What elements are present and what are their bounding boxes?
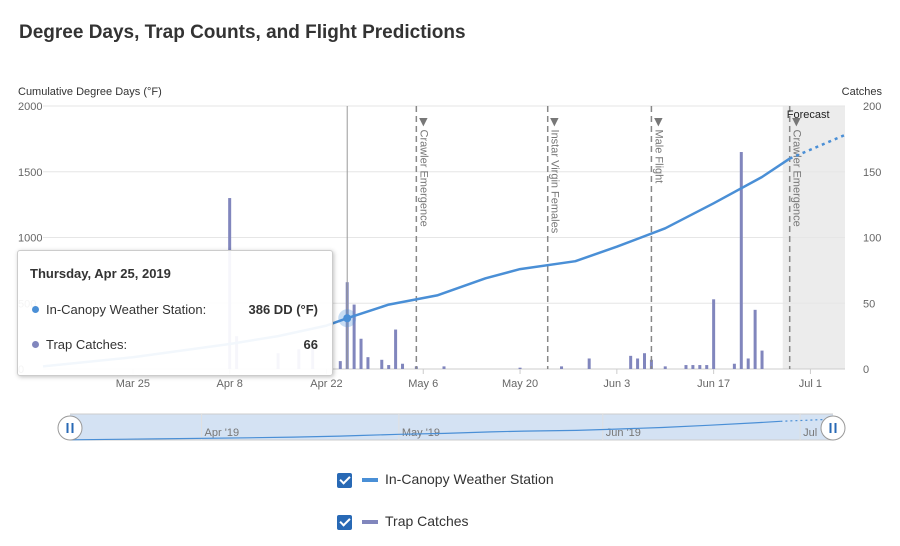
legend-swatch-line — [362, 478, 378, 483]
bar — [691, 365, 695, 369]
bar — [753, 309, 757, 369]
legend-checkbox-weather-station[interactable] — [337, 472, 352, 488]
navigator-label: Apr '19 — [205, 427, 240, 439]
left-tick-label: 2000 — [18, 101, 42, 113]
bar — [732, 363, 736, 369]
bar — [629, 355, 633, 369]
bar — [338, 361, 342, 369]
right-tick-label: 200 — [863, 101, 881, 113]
legend-checkbox-trap-catches[interactable] — [337, 514, 352, 530]
bar — [746, 358, 750, 369]
bar — [587, 358, 591, 369]
right-tick-label: 150 — [863, 167, 881, 179]
prediction-label: ▶ Instar Virgin Females — [549, 118, 561, 234]
x-tick-label: Jun 17 — [697, 378, 730, 390]
bar — [394, 329, 398, 369]
legend-label-weather-station: In-Canopy Weather Station — [385, 471, 554, 487]
right-tick-label: 50 — [863, 298, 875, 310]
x-tick-label: May 20 — [502, 378, 538, 390]
tooltip-catches-name: Trap Catches: — [46, 337, 128, 352]
forecast-label: Forecast — [787, 109, 830, 121]
left-tick-label: 1500 — [18, 167, 42, 179]
bar — [705, 365, 709, 369]
legend-swatch-bar — [362, 520, 378, 525]
right-axis-title: Catches — [842, 86, 883, 98]
navigator-selection — [70, 414, 833, 440]
prediction-label: ▶ Male Flight — [652, 118, 664, 183]
legend-label-trap-catches: Trap Catches — [385, 513, 469, 529]
bar — [663, 366, 667, 369]
prediction-label: ▶ Crawler Emergence — [417, 118, 429, 227]
bar — [560, 366, 564, 369]
x-tick-label: Mar 25 — [116, 378, 150, 390]
right-tick-label: 100 — [863, 233, 881, 245]
x-tick-label: May 6 — [408, 378, 438, 390]
bar — [649, 359, 653, 369]
handle-circle[interactable] — [57, 415, 83, 441]
navigator-label: May '19 — [402, 427, 440, 439]
bar — [636, 358, 640, 369]
tooltip-row-dd: In-Canopy Weather Station: 386 DD (°F) — [32, 302, 318, 322]
left-tick-label: 1000 — [18, 233, 42, 245]
tooltip-row-catches: Trap Catches: 66 — [32, 337, 318, 357]
bar — [643, 353, 646, 369]
x-tick-label: Jun 3 — [603, 378, 630, 390]
x-tick-label: Jul 1 — [799, 378, 822, 390]
legend-item-weather-station[interactable]: In-Canopy Weather Station — [337, 471, 554, 491]
prediction-label: ▶ Crawler Emergence — [791, 118, 803, 227]
navigator-handle-right[interactable] — [820, 415, 846, 441]
handle-circle[interactable] — [820, 415, 846, 441]
bar — [684, 365, 688, 369]
bar — [760, 350, 764, 369]
x-tick-label: Apr 22 — [310, 378, 342, 390]
left-axis-title: Cumulative Degree Days (°F) — [18, 86, 162, 98]
navigator-forecast-series — [780, 418, 834, 422]
tooltip-catches-dot — [32, 341, 39, 348]
tooltip-dd-value: 386 DD (°F) — [248, 302, 319, 317]
navigator-series — [69, 420, 781, 441]
hover-marker — [343, 314, 352, 323]
bar — [712, 299, 716, 369]
tooltip: Thursday, Apr 25, 2019 In-Canopy Weather… — [17, 250, 333, 376]
right-tick-label: 0 — [863, 364, 869, 376]
bar — [387, 365, 391, 369]
navigator-label: Jun '19 — [606, 427, 641, 439]
bar — [739, 152, 743, 369]
chart-title: Degree Days, Trap Counts, and Flight Pre… — [19, 22, 466, 43]
bar — [698, 365, 702, 369]
bar — [518, 367, 522, 369]
tooltip-dd-dot — [32, 306, 39, 313]
tooltip-date: Thursday, Apr 25, 2019 — [30, 266, 171, 281]
bar — [401, 363, 405, 369]
bar — [380, 359, 384, 369]
dd-forecast-line — [789, 133, 846, 160]
bar — [366, 357, 370, 369]
legend-item-trap-catches[interactable]: Trap Catches — [337, 513, 469, 533]
bar — [442, 366, 446, 369]
navigator-handle-left[interactable] — [57, 415, 83, 441]
bar — [352, 304, 356, 369]
x-tick-label: Apr 8 — [217, 378, 243, 390]
tooltip-dd-name: In-Canopy Weather Station: — [46, 302, 207, 317]
tooltip-catches-value: 66 — [303, 337, 318, 352]
bar — [359, 338, 363, 369]
